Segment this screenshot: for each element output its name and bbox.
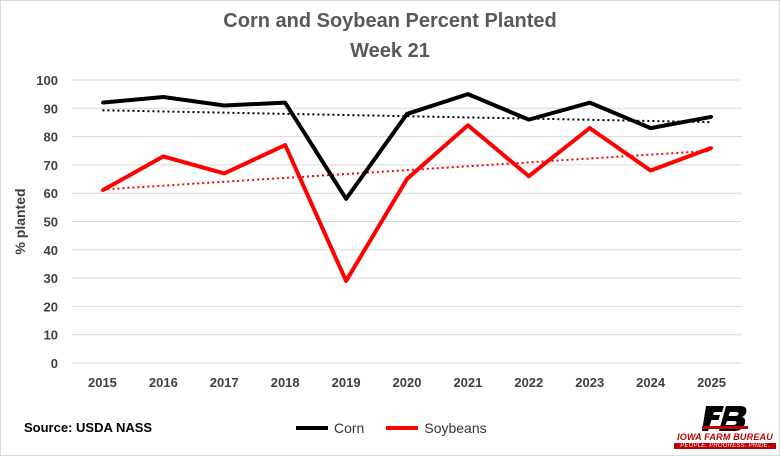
data-point-corn-2021 — [466, 92, 470, 96]
y-tick-label-10: 10 — [44, 328, 58, 343]
y-tick-label-0: 0 — [51, 356, 58, 371]
legend: Corn Soybeans — [296, 420, 509, 436]
x-tick-label-2018: 2018 — [271, 375, 300, 390]
data-point-corn-2024 — [649, 126, 653, 130]
x-tick-label-2020: 2020 — [393, 375, 422, 390]
data-point-corn-2017 — [222, 103, 226, 107]
data-point-corn-2016 — [161, 95, 165, 99]
data-point-soybeans-2024 — [649, 169, 653, 173]
data-point-corn-2019 — [344, 197, 348, 201]
trendline-soybeans — [102, 149, 712, 191]
data-point-soybeans-2023 — [588, 126, 592, 130]
x-tick-label-2017: 2017 — [210, 375, 239, 390]
y-tick-label-30: 30 — [44, 271, 58, 286]
x-tick-label-2024: 2024 — [636, 375, 666, 390]
y-tick-label-50: 50 — [44, 215, 58, 230]
data-point-soybeans-2015 — [100, 188, 104, 192]
x-tick-label-2019: 2019 — [332, 375, 361, 390]
source-note: Source: USDA NASS — [24, 420, 153, 435]
legend-label-soybeans: Soybeans — [424, 420, 487, 436]
y-tick-label-40: 40 — [44, 243, 58, 258]
data-point-soybeans-2017 — [222, 171, 226, 175]
data-point-soybeans-2018 — [283, 143, 287, 147]
chart-title: Corn and Soybean Percent Planted — [223, 10, 557, 32]
data-point-soybeans-2025 — [710, 146, 714, 150]
y-axis-label: % planted — [12, 188, 28, 254]
legend-label-corn: Corn — [334, 420, 365, 436]
legend-swatch-soybeans — [386, 426, 419, 430]
y-tick-label-90: 90 — [44, 101, 58, 116]
data-point-corn-2018 — [283, 101, 287, 105]
chart-subtitle: Week 21 — [350, 40, 430, 62]
x-tick-label-2025: 2025 — [697, 375, 726, 390]
legend-item-soybeans: Soybeans — [386, 420, 487, 436]
data-point-corn-2020 — [405, 112, 409, 116]
x-tick-label-2015: 2015 — [88, 375, 117, 390]
data-point-soybeans-2020 — [405, 177, 409, 181]
legend-item-corn: Corn — [296, 420, 364, 436]
y-tick-label-70: 70 — [44, 158, 58, 173]
trendline-corn — [102, 109, 712, 124]
data-point-corn-2015 — [100, 101, 104, 105]
y-tick-label-100: 100 — [36, 73, 58, 88]
data-point-soybeans-2022 — [527, 174, 531, 178]
data-point-soybeans-2019 — [344, 279, 348, 283]
series-line-soybeans — [101, 123, 713, 283]
y-tick-label-60: 60 — [44, 186, 58, 201]
legend-swatch-corn — [296, 426, 328, 430]
data-point-corn-2022 — [527, 118, 531, 122]
y-tick-label-80: 80 — [44, 130, 58, 145]
iowa-farm-bureau-logo: IOWA FARM BUREAU PEOPLE. PROGRESS. PRIDE… — [672, 404, 776, 452]
x-tick-label-2023: 2023 — [575, 375, 604, 390]
data-point-soybeans-2021 — [466, 123, 470, 127]
x-tick-label-2016: 2016 — [149, 375, 178, 390]
data-point-corn-2023 — [588, 101, 592, 105]
data-point-soybeans-2016 — [161, 154, 165, 158]
data-point-corn-2025 — [710, 115, 714, 119]
y-tick-label-20: 20 — [44, 299, 58, 314]
logo-text-line2: PEOPLE. PROGRESS. PRIDE. — [674, 443, 776, 449]
x-tick-label-2022: 2022 — [514, 375, 543, 390]
x-tick-label-2021: 2021 — [453, 375, 482, 390]
fb-logo-icon — [702, 406, 748, 431]
logo-text-line1: IOWA FARM BUREAU — [677, 432, 773, 442]
